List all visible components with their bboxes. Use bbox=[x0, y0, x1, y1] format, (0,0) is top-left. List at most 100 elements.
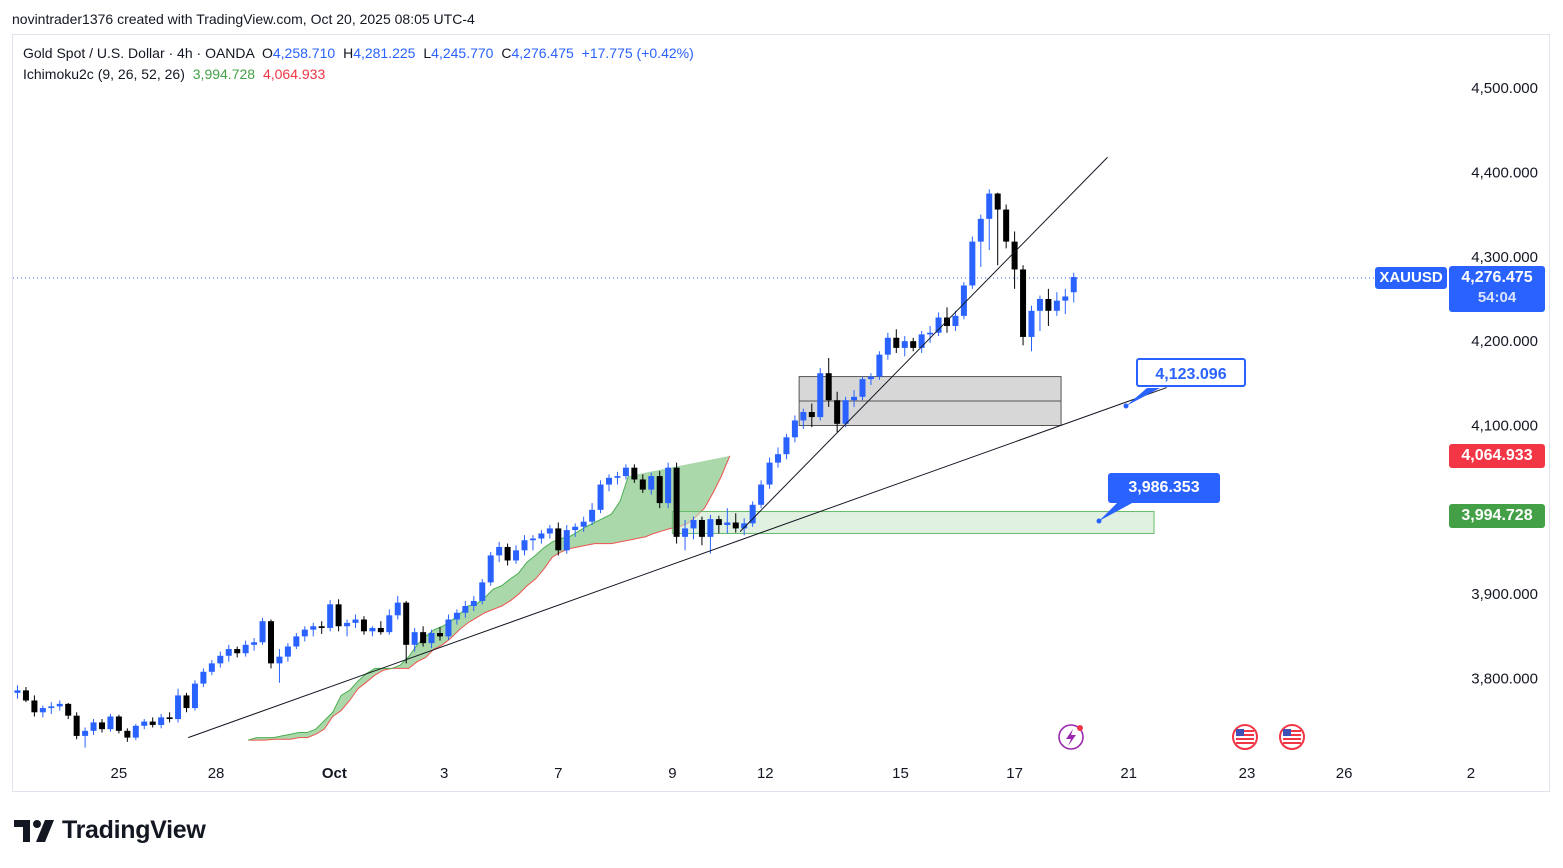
candle-body bbox=[1003, 209, 1010, 242]
steep-trendline[interactable] bbox=[739, 156, 1108, 533]
candle-body bbox=[487, 555, 494, 583]
us-flag-event-icon[interactable] bbox=[1279, 724, 1305, 750]
candle-body bbox=[783, 437, 790, 455]
candle-body bbox=[622, 467, 629, 477]
candle-body bbox=[859, 379, 866, 397]
candle-body bbox=[445, 619, 452, 637]
candle-body bbox=[800, 412, 807, 421]
candle-body bbox=[1036, 298, 1043, 311]
span-b-price-tag[interactable]: 4,064.933 bbox=[1449, 444, 1545, 468]
span-b-value: 4,064.933 bbox=[262, 66, 326, 82]
candle-body bbox=[766, 462, 773, 485]
candle-body bbox=[403, 602, 410, 645]
time-tick-label: 28 bbox=[208, 765, 225, 782]
candle-body bbox=[310, 626, 317, 630]
candle-body bbox=[200, 671, 207, 684]
candle-body bbox=[758, 484, 765, 505]
span-a-price-tag[interactable]: 3,994.728 bbox=[1449, 504, 1545, 528]
candle-body bbox=[318, 626, 325, 628]
candle-body bbox=[352, 619, 359, 623]
candle-body bbox=[969, 241, 976, 286]
flash-event-icon[interactable] bbox=[1058, 724, 1084, 750]
time-tick-label: 2 bbox=[1467, 765, 1475, 782]
candle-body bbox=[808, 412, 815, 418]
time-axis[interactable]: 25 28 Oct 3 7 9 12 15 17 21 23 26 2 bbox=[111, 765, 1476, 782]
upper-price-callout[interactable]: 4,123.096 bbox=[1136, 358, 1246, 387]
candle-body bbox=[462, 606, 469, 613]
candle-body bbox=[124, 730, 131, 738]
candle-body bbox=[175, 695, 182, 720]
candle-body bbox=[82, 730, 89, 736]
lower-callout-dot bbox=[1096, 518, 1102, 524]
candle-body bbox=[115, 716, 122, 731]
candle-body bbox=[369, 627, 376, 632]
close-value: 4,276.475 bbox=[511, 45, 574, 61]
candle-body bbox=[994, 193, 1001, 210]
span-b-line bbox=[248, 455, 731, 741]
candle-body bbox=[141, 721, 148, 726]
candle-body bbox=[791, 420, 798, 438]
candle-body bbox=[918, 334, 925, 348]
candle-body bbox=[597, 484, 604, 510]
candle-body bbox=[1028, 310, 1035, 337]
candle-body bbox=[724, 522, 731, 526]
candle-body bbox=[99, 722, 105, 730]
time-tick-label: 21 bbox=[1120, 765, 1137, 782]
candle-body bbox=[656, 476, 663, 504]
symbol-title: Gold Spot / U.S. Dollar · 4h · OANDA bbox=[23, 45, 255, 61]
green-zone-box[interactable] bbox=[671, 511, 1155, 534]
candle-body bbox=[529, 538, 536, 541]
open-value: 4,258.710 bbox=[272, 45, 336, 61]
span-a-value: 3,994.728 bbox=[192, 66, 256, 82]
time-tick-label: 7 bbox=[554, 765, 562, 782]
candle-body bbox=[698, 519, 705, 537]
price-tick-label: 3,800.000 bbox=[1471, 671, 1538, 688]
candle-body bbox=[707, 519, 714, 537]
candle-body bbox=[639, 479, 646, 490]
lower-price-callout[interactable]: 3,986.353 bbox=[1108, 473, 1220, 503]
candle-body bbox=[546, 528, 553, 534]
last-price-tag[interactable]: 4,276.475 54:04 bbox=[1449, 266, 1545, 312]
us-flag-event-icon[interactable] bbox=[1232, 724, 1258, 750]
time-tick-label: 3 bbox=[440, 765, 448, 782]
candle-body bbox=[1020, 269, 1027, 337]
symbol-legend[interactable]: Gold Spot / U.S. Dollar · 4h · OANDA O4,… bbox=[23, 45, 694, 61]
candle-body bbox=[504, 546, 511, 561]
candle-body bbox=[589, 509, 596, 522]
ticker-tag[interactable]: XAUUSD bbox=[1375, 267, 1447, 289]
candle-body bbox=[977, 218, 984, 242]
candle-body bbox=[453, 612, 460, 620]
candle-body bbox=[910, 341, 917, 348]
candle-body bbox=[867, 376, 874, 380]
price-axis[interactable]: 4,500.000 4,400.000 4,300.000 4,200.000 4,10… bbox=[1471, 80, 1538, 687]
candle-body bbox=[335, 604, 342, 627]
candle-body bbox=[851, 396, 858, 401]
candle-body bbox=[31, 700, 38, 713]
candle-body bbox=[876, 354, 883, 377]
bar-countdown: 54:04 bbox=[1477, 289, 1517, 306]
candle-body bbox=[327, 604, 334, 628]
candle-body bbox=[39, 708, 46, 713]
tradingview-logo-icon bbox=[14, 819, 54, 842]
candle-body bbox=[614, 476, 621, 478]
candle-body bbox=[682, 528, 689, 537]
long-trendline[interactable] bbox=[188, 387, 1167, 739]
time-tick-label: 12 bbox=[757, 765, 774, 782]
zones[interactable] bbox=[671, 376, 1155, 534]
candle-body bbox=[360, 619, 367, 632]
tradingview-logo[interactable]: TradingView bbox=[14, 816, 206, 845]
candle-body bbox=[107, 716, 114, 730]
candle-body bbox=[65, 703, 72, 716]
candle-body bbox=[166, 717, 173, 720]
candle-body bbox=[555, 528, 562, 551]
candle-body bbox=[580, 521, 587, 527]
change-value: +17.775 (+0.42%) bbox=[581, 45, 694, 61]
candle-body bbox=[225, 649, 232, 656]
candle-body bbox=[944, 317, 950, 326]
price-tick-label: 4,300.000 bbox=[1471, 249, 1538, 266]
candle-body bbox=[952, 315, 959, 326]
indicator-legend[interactable]: Ichimoku2c (9, 26, 52, 26) 3,994.728 4,0… bbox=[23, 66, 325, 82]
time-tick-label: 23 bbox=[1239, 765, 1256, 782]
trendlines[interactable] bbox=[188, 156, 1167, 739]
